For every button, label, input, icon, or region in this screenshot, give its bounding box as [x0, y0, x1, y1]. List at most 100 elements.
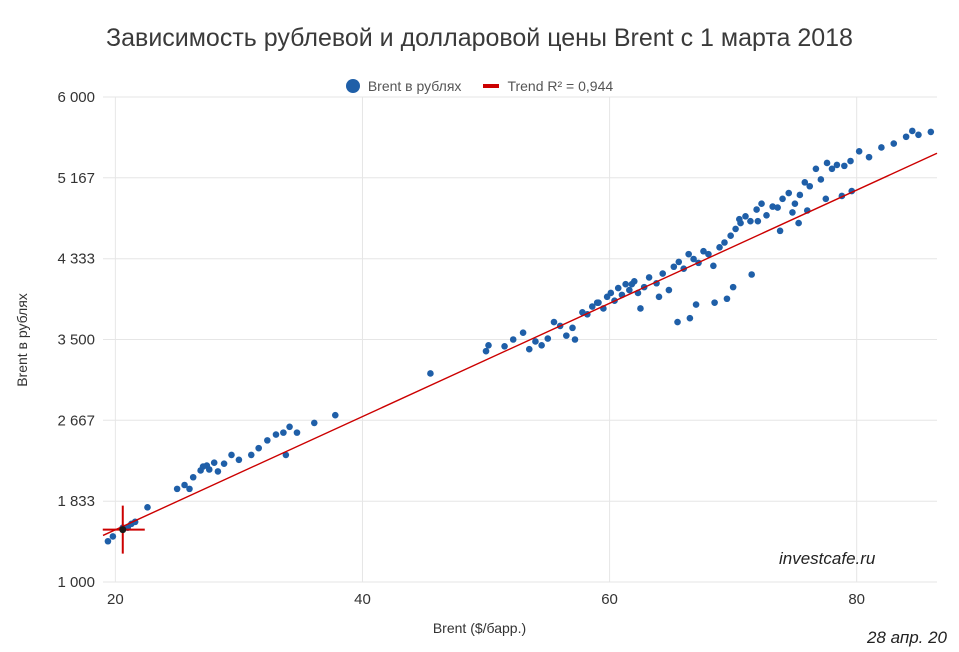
data-point [729, 283, 737, 291]
data-point [532, 338, 539, 345]
data-point [607, 289, 615, 297]
data-point [789, 209, 796, 216]
data-point [544, 335, 552, 342]
data-point [878, 144, 885, 151]
x-tick-label: 80 [848, 591, 865, 608]
data-point [801, 179, 809, 186]
data-point [865, 153, 873, 161]
data-point [550, 318, 558, 326]
data-point [501, 342, 508, 350]
data-point [723, 295, 731, 303]
data-point [855, 148, 863, 155]
data-point [235, 456, 243, 464]
chart-title: Зависимость рублевой и долларовой цены B… [106, 24, 853, 52]
legend-entry-trend[interactable]: Trend R² = 0,944 [507, 78, 614, 94]
data-point [822, 195, 830, 203]
data-point [890, 140, 898, 147]
data-point [686, 314, 694, 322]
data-point [637, 305, 644, 312]
y-tick-label: 1 000 [57, 574, 95, 591]
data-point [247, 451, 255, 459]
data-point [282, 451, 290, 459]
data-point [173, 485, 181, 493]
data-point [685, 250, 692, 258]
data-point [228, 451, 235, 459]
data-point [823, 159, 831, 167]
data-point [700, 247, 707, 255]
data-point [525, 345, 533, 353]
data-point [331, 411, 339, 419]
data-point [210, 459, 218, 466]
legend-marker-trend [483, 84, 500, 88]
x-axis-label: Brent ($/барр.) [432, 620, 527, 636]
legend[interactable]: Brent в рублях Trend R² = 0,944 [0, 78, 959, 94]
x-tick-label: 60 [601, 591, 618, 608]
data-point [721, 239, 728, 246]
data-point [655, 293, 663, 301]
data-point [659, 270, 667, 277]
data-point [104, 537, 112, 545]
data-point [628, 280, 636, 288]
data-point [181, 481, 188, 489]
data-point [742, 213, 749, 220]
data-point [280, 429, 287, 436]
data-point [710, 262, 717, 270]
data-point [569, 324, 576, 332]
data-point [214, 468, 222, 475]
data-point [588, 303, 596, 310]
data-point [753, 206, 760, 213]
data-point [626, 286, 633, 294]
data-point [763, 212, 770, 219]
data-point [774, 204, 781, 211]
data-point [485, 342, 492, 349]
marker-point [119, 526, 127, 534]
data-point [795, 219, 802, 227]
data-point [293, 429, 301, 436]
data-point [748, 271, 755, 278]
data-point [927, 128, 935, 136]
data-point [593, 299, 601, 306]
data-point [727, 232, 734, 240]
data-point [427, 370, 434, 377]
data-point [205, 466, 213, 473]
data-point [791, 200, 799, 207]
data-point [915, 131, 922, 139]
data-point [812, 165, 820, 173]
data-point [144, 504, 151, 511]
data-point [538, 342, 545, 349]
trend-line [102, 152, 938, 537]
data-point [785, 189, 793, 197]
data-point [272, 431, 280, 438]
data-point [255, 444, 262, 452]
data-point [736, 215, 743, 223]
legend-entry-scatter[interactable]: Brent в рублях [367, 78, 462, 94]
data-point [614, 284, 622, 292]
data-point [705, 250, 712, 258]
y-axis-label: Brent в рублях [14, 293, 30, 387]
y-tick-label: 6 000 [57, 89, 95, 106]
data-point [758, 200, 765, 207]
x-tick-label: 40 [354, 591, 371, 608]
data-point [186, 485, 193, 493]
data-point [747, 217, 754, 225]
date-label: 28 апр. 20 [866, 628, 947, 647]
y-tick-label: 5 167 [57, 170, 95, 187]
y-tick-label: 4 333 [57, 251, 95, 268]
data-point [286, 423, 293, 431]
data-point [711, 299, 718, 306]
y-tick-label: 2 667 [57, 412, 95, 429]
data-point [692, 301, 700, 308]
data-point [571, 336, 579, 343]
data-point [563, 332, 570, 339]
data-point [674, 318, 681, 326]
data-point [817, 176, 825, 183]
data-point [665, 286, 673, 294]
data-point [847, 157, 854, 165]
data-point [690, 255, 697, 263]
data-point [716, 244, 723, 251]
data-point [776, 227, 784, 235]
data-point [482, 347, 490, 355]
x-tick-label: 20 [107, 591, 124, 608]
watermark: investcafe.ru [779, 549, 876, 568]
